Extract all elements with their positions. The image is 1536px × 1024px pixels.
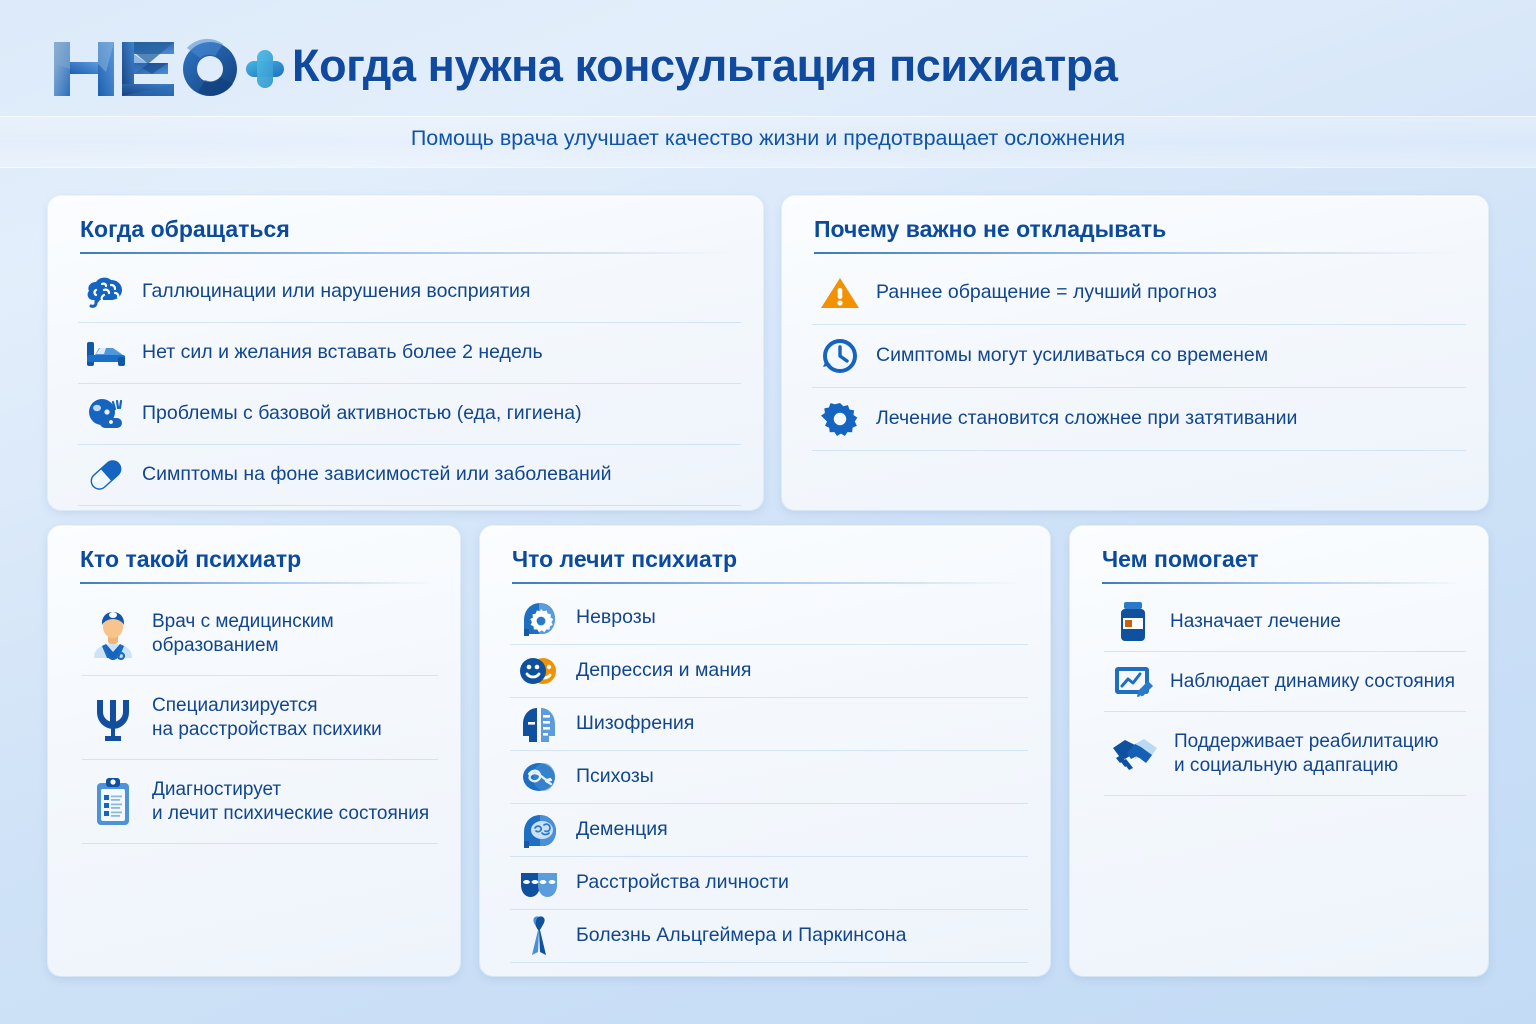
list-item[interactable]: Специализируется на расстройствах психик… (82, 676, 438, 760)
handshake-icon (1110, 731, 1160, 777)
card-title-rule (1102, 582, 1460, 584)
list-item-label: Симптомы могут усиливаться со временем (876, 344, 1269, 367)
card-title-rule (80, 582, 432, 584)
page-header: Когда нужна консультация психиатра Помощ… (0, 0, 1536, 180)
card-title: Почему важно не откладывать (814, 216, 1167, 242)
head-gear-icon (516, 596, 562, 640)
page-title: Когда нужна консультация психиатра (292, 40, 1118, 91)
psi-symbol-icon (88, 692, 138, 744)
plate-fork-icon (84, 394, 128, 434)
list-item[interactable]: Деменция (510, 804, 1028, 857)
card-title: Чем помогает (1102, 546, 1259, 572)
card-what-psychiatrist-treats: Что лечит психиатр Неврозы (480, 526, 1050, 976)
list-item-label: Шизофрения (576, 712, 695, 735)
theater-masks-icon (516, 861, 562, 905)
pill-bottle-icon (1110, 598, 1156, 646)
list-item-label: Лечение становится сложнее при затятиван… (876, 407, 1298, 430)
clock-icon (818, 336, 862, 376)
awareness-ribbon-icon (516, 913, 562, 959)
list-item-label: Депрессия и мания (576, 659, 752, 682)
list-item[interactable]: Проблемы с базовой активностью (еда, гиг… (78, 384, 741, 445)
list-item-label: Нет сил и желания вставать более 2 недел… (142, 341, 543, 364)
bed-icon (84, 333, 128, 373)
head-brain-icon (516, 808, 562, 852)
card-item-list: Галлюцинации или нарушения восприятия Не… (78, 262, 741, 506)
list-item[interactable]: Наблюдает динамику состояния (1104, 652, 1466, 712)
list-item[interactable]: Лечение становится сложнее при затятиван… (812, 388, 1466, 451)
card-item-list: Врач с медицинским образованием Специали… (82, 592, 438, 844)
brand-logo (48, 34, 286, 104)
list-item[interactable]: Диагностирует и лечит психические состоя… (82, 760, 438, 844)
card-title: Кто такой психиатр (80, 546, 302, 572)
pill-capsule-icon (84, 455, 128, 495)
list-item[interactable]: Неврозы (510, 592, 1028, 645)
split-head-icon (516, 702, 562, 746)
tangled-head-icon (516, 755, 562, 799)
list-item[interactable]: Симптомы на фоне зависимостей или заболе… (78, 445, 741, 506)
card-when-to-seek-help: Когда обращаться Галлюцинации или наруше… (48, 196, 763, 510)
list-item-label: Расстройства личности (576, 871, 789, 894)
list-item-label: Проблемы с базовой активностью (еда, гиг… (142, 402, 582, 425)
list-item-label: Врач с медицинским образованием (152, 611, 334, 656)
card-title: Что лечит психиатр (512, 546, 738, 572)
brain-icon (84, 272, 128, 312)
two-faces-icon (516, 649, 562, 693)
clipboard-icon (88, 775, 138, 829)
card-who-is-psychiatrist: Кто такой психиатр Врач с медицинским об… (48, 526, 460, 976)
card-item-list: Назначает лечение Наблюдает динамику сос… (1104, 592, 1466, 796)
chart-pen-icon (1110, 659, 1156, 705)
list-item[interactable]: Назначает лечение (1104, 592, 1466, 652)
doctor-icon (88, 606, 138, 662)
list-item-label: Поддерживает реабилитацию и социальную а… (1174, 731, 1439, 776)
list-item-label: Наблюдает динамику состояния (1170, 670, 1456, 692)
list-item-label: Диагностирует и лечит психические состоя… (152, 779, 430, 824)
list-item-label: Психозы (576, 765, 654, 788)
list-item[interactable]: Шизофрения (510, 698, 1028, 751)
card-how-it-helps: Чем помогает Назначает лечение (1070, 526, 1488, 976)
card-title-rule (80, 252, 735, 254)
list-item[interactable]: Болезнь Альцгеймера и Паркинсона (510, 910, 1028, 963)
list-item[interactable]: Врач с медицинским образованием (82, 592, 438, 676)
list-item-label: Галлюцинации или нарушения восприятия (142, 280, 531, 303)
list-item[interactable]: Нет сил и желания вставать более 2 недел… (78, 323, 741, 384)
card-item-list: Раннее обращение = лучший прогноз Симпто… (812, 262, 1466, 451)
card-why-not-delay: Почему важно не откладывать Раннее обращ… (782, 196, 1488, 510)
list-item[interactable]: Галлюцинации или нарушения восприятия (78, 262, 741, 323)
list-item-label: Раннее обращение = лучший прогноз (876, 281, 1217, 304)
list-item[interactable]: Психозы (510, 751, 1028, 804)
list-item[interactable]: Симптомы могут усиливаться со временем (812, 325, 1466, 388)
list-item[interactable]: Депрессия и мания (510, 645, 1028, 698)
neo-plus-logo (54, 38, 284, 96)
list-item-label: Назначает лечение (1170, 610, 1341, 632)
gear-icon (818, 399, 862, 439)
list-item-label: Деменция (576, 818, 668, 841)
list-item[interactable]: Раннее обращение = лучший прогноз (812, 262, 1466, 325)
list-item-label: Неврозы (576, 606, 656, 629)
card-title-rule (814, 252, 1460, 254)
warning-triangle-icon (818, 273, 862, 313)
subtitle-band (0, 116, 1536, 168)
list-item[interactable]: Расстройства личности (510, 857, 1028, 910)
list-item-label: Болезнь Альцгеймера и Паркинсона (576, 924, 907, 947)
card-item-list: Неврозы Депрессия и мания (510, 592, 1028, 963)
list-item[interactable]: Поддерживает реабилитацию и социальную а… (1104, 712, 1466, 796)
list-item-label: Специализируется на расстройствах психик… (152, 695, 382, 740)
card-title-rule (512, 582, 1022, 584)
card-title: Когда обращаться (80, 216, 290, 242)
page-subtitle: Помощь врача улучшает качество жизни и п… (410, 126, 1126, 150)
list-item-label: Симптомы на фоне зависимостей или заболе… (142, 463, 612, 486)
